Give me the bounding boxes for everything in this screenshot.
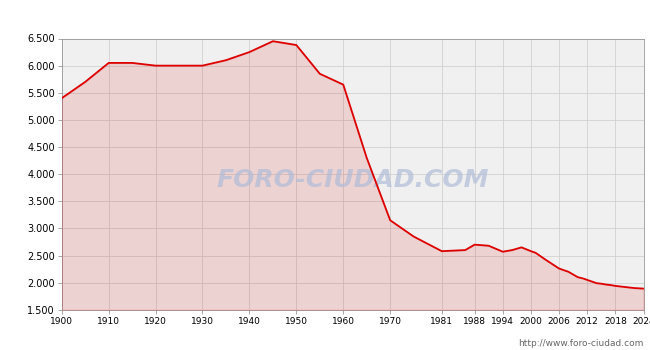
Text: http://www.foro-ciudad.com: http://www.foro-ciudad.com	[518, 339, 644, 348]
Text: Garrovillas de Alconétar (Municipio) - Evolucion del numero de Habitantes: Garrovillas de Alconétar (Municipio) - E…	[46, 9, 604, 22]
Text: FORO-CIUDAD.COM: FORO-CIUDAD.COM	[216, 168, 489, 191]
